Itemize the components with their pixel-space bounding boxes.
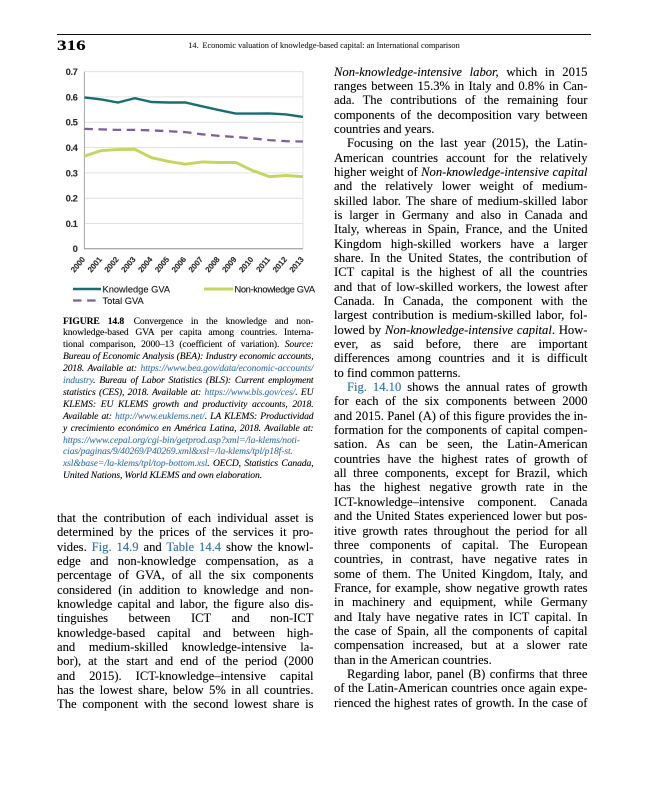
svg-text:2004: 2004 xyxy=(136,255,154,275)
svg-text:Knowledge GVA: Knowledge GVA xyxy=(103,284,171,294)
svg-text:2010: 2010 xyxy=(237,255,255,275)
svg-text:0: 0 xyxy=(73,243,78,254)
svg-text:0.6: 0.6 xyxy=(66,91,78,102)
svg-text:0.4: 0.4 xyxy=(66,142,79,153)
svg-text:2011: 2011 xyxy=(254,255,272,274)
svg-text:2006: 2006 xyxy=(170,255,188,275)
svg-text:2008: 2008 xyxy=(204,255,222,275)
svg-text:0.7: 0.7 xyxy=(66,66,78,77)
svg-text:2007: 2007 xyxy=(187,255,205,275)
svg-text:2002: 2002 xyxy=(103,255,121,275)
svg-text:2003: 2003 xyxy=(119,255,137,275)
svg-text:Non-knowledge GVA: Non-knowledge GVA xyxy=(235,284,316,294)
svg-text:2000: 2000 xyxy=(69,255,87,275)
svg-text:0.1: 0.1 xyxy=(66,218,78,229)
svg-text:0.3: 0.3 xyxy=(66,167,78,178)
svg-text:Total GVA: Total GVA xyxy=(103,296,145,306)
svg-text:2009: 2009 xyxy=(220,255,238,275)
svg-text:0.2: 0.2 xyxy=(66,193,78,204)
svg-text:2012: 2012 xyxy=(271,255,289,275)
svg-text:2005: 2005 xyxy=(153,255,171,275)
svg-text:0.5: 0.5 xyxy=(66,117,78,128)
svg-text:2013: 2013 xyxy=(288,255,306,275)
svg-text:2001: 2001 xyxy=(86,255,104,275)
